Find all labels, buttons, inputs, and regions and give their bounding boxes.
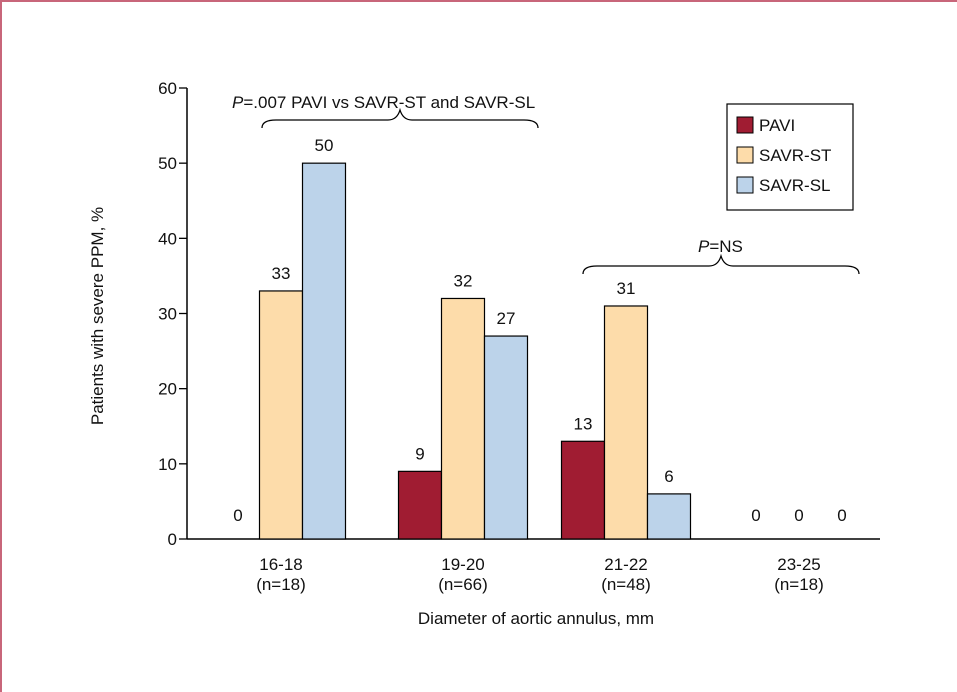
legend: PAVI SAVR-ST SAVR-SL [726, 103, 854, 211]
bar-savr-sl-2 [646, 493, 692, 540]
bar-value-label: 9 [415, 444, 424, 463]
bar-value-label: 0 [794, 506, 803, 525]
y-axis-label: Patients with severe PPM, % [88, 207, 107, 425]
y-tick-label: 40 [158, 229, 177, 248]
legend-swatch-savr-st [736, 146, 754, 164]
bar-value-label: 0 [837, 506, 846, 525]
y-tick-label: 20 [158, 380, 177, 399]
bar-savr-st-2 [603, 305, 649, 540]
legend-label: PAVI [759, 116, 795, 135]
x-tick-count: (n=66) [438, 575, 488, 594]
legend-swatch-savr-sl [736, 176, 754, 194]
legend-label: SAVR-SL [759, 176, 831, 195]
x-tick-count: (n=18) [256, 575, 306, 594]
bar-value-label: 0 [233, 506, 242, 525]
y-tick-label: 60 [158, 79, 177, 98]
y-tick-label: 0 [168, 530, 177, 549]
x-axis-label: Diameter of aortic annulus, mm [418, 609, 654, 628]
bar-savr-st-0 [258, 290, 304, 540]
significance-bracket [261, 107, 539, 129]
significance-label: P=.007 PAVI vs SAVR-ST and SAVR-SL [232, 93, 535, 112]
x-tick-count: (n=48) [601, 575, 651, 594]
bar-value-label: 6 [664, 467, 673, 486]
bar-value-label: 27 [497, 309, 516, 328]
bar-value-label: 33 [272, 264, 291, 283]
bar-pavi-2 [560, 440, 606, 540]
x-tick-count: (n=18) [774, 575, 824, 594]
bar-value-label: 31 [617, 279, 636, 298]
legend-label: SAVR-ST [759, 146, 831, 165]
annotation-brackets: P=.007 PAVI vs SAVR-ST and SAVR-SL P=NS [232, 93, 860, 275]
significance-bracket [582, 253, 860, 275]
x-tick-label: 19-20 [441, 555, 484, 574]
x-tick-labels: 16-18(n=18)19-20(n=66)21-22(n=48)23-25(n… [256, 555, 824, 594]
legend-swatch-pavi [736, 116, 754, 134]
bar-savr-sl-0 [301, 162, 347, 540]
bar-value-label: 0 [751, 506, 760, 525]
y-ticks: 0 10 20 30 40 50 60 [158, 79, 187, 549]
significance-label: P=NS [698, 237, 743, 256]
bar-savr-sl-1 [483, 335, 529, 540]
y-tick-label: 50 [158, 154, 177, 173]
y-tick-label: 30 [158, 305, 177, 324]
y-tick-label: 10 [158, 455, 177, 474]
bar-value-label: 32 [454, 271, 473, 290]
bar-pavi-1 [397, 470, 443, 540]
x-tick-label: 16-18 [259, 555, 302, 574]
x-tick-label: 21-22 [604, 555, 647, 574]
x-tick-label: 23-25 [777, 555, 820, 574]
bar-value-label: 50 [315, 136, 334, 155]
bar-value-label: 13 [574, 414, 593, 433]
bar-savr-st-1 [440, 297, 486, 540]
bar-value-labels: 0 33 50 9 32 27 13 31 6 0 0 0 [233, 136, 846, 525]
bars [258, 162, 692, 540]
